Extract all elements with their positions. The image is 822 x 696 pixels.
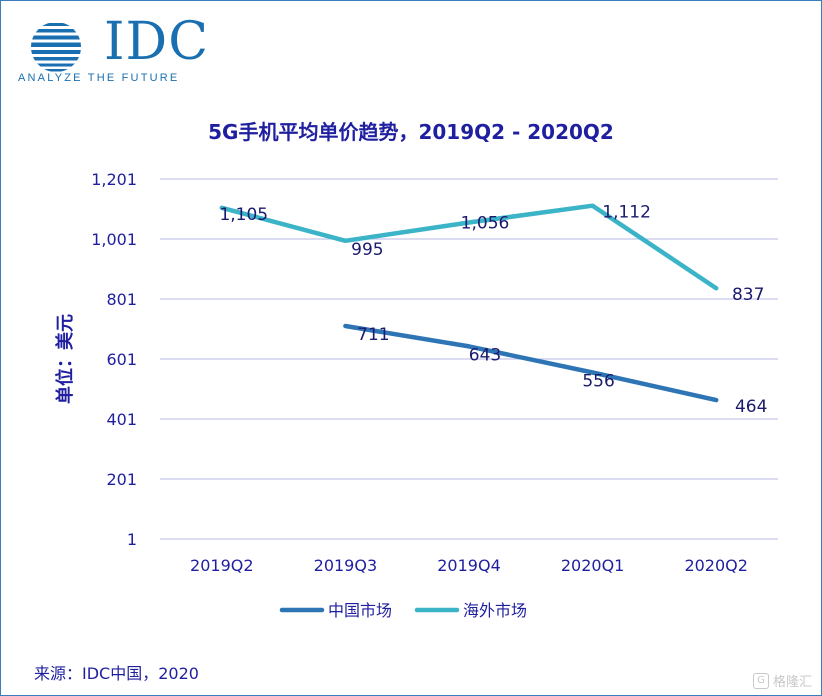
x-tick-label: 2019Q2 [190,556,254,575]
y-tick-label: 201 [106,470,137,489]
y-tick-label: 1,001 [91,230,137,249]
idc-globe-icon [31,23,81,72]
x-tick-label: 2019Q4 [437,556,501,575]
data-label: 1,112 [602,203,651,223]
data-label: 995 [351,240,383,260]
idc-logo-wordmark: IDC [104,12,210,72]
data-label: 1,056 [461,214,510,234]
y-tick-label: 1 [127,530,137,549]
idc-logo-tagline: ANALYZE THE FUTURE [18,72,180,84]
watermark: G 格隆汇 [752,671,812,690]
data-label: 711 [357,325,389,345]
data-label: 1,105 [219,205,268,225]
data-label: 464 [735,397,767,417]
series-line-1 [343,323,719,403]
legend-label: 海外市场 [463,601,527,620]
chart-title: 5G手机平均单价趋势，2019Q2 - 2020Q2 [208,120,614,144]
series-line-2 [219,203,719,291]
watermark-text: 格隆汇 [772,675,812,690]
x-tick-label: 2020Q1 [561,556,625,575]
y-tick-label: 601 [106,350,137,369]
x-tick-label: 2019Q3 [314,556,378,575]
data-label: 643 [469,345,501,365]
watermark-logo-icon: G [752,672,769,689]
y-axis-label: 单位：美元 [54,314,76,404]
idc-logo: IDC ANALYZE THE FUTURE [16,16,208,92]
y-tick-label: 801 [106,290,137,309]
data-label: 837 [732,285,764,305]
y-tick-label: 401 [106,410,137,429]
data-label: 556 [582,372,614,392]
y-tick-label: 1,201 [91,170,137,189]
source-note: 来源：IDC中国，2020 [34,664,199,683]
x-tick-label: 2020Q2 [684,556,748,575]
legend-label: 中国市场 [328,601,392,620]
